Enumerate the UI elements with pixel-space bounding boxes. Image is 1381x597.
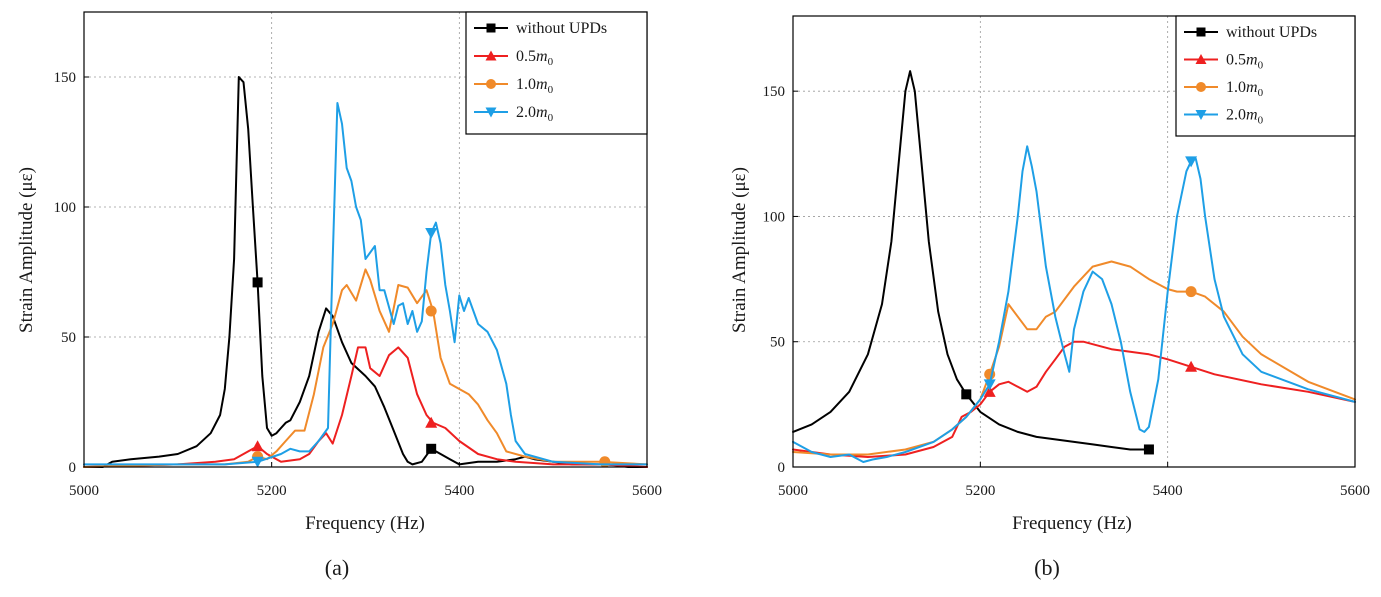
- series-line-a-1: [83, 346, 648, 468]
- legend-label-b-2: 1.0m0: [1226, 79, 1264, 99]
- ticks-a: 5000 5200 5400 5600 0 50 100 150: [54, 70, 663, 499]
- legend-marker-b-1: [1195, 54, 1207, 64]
- x-tick-label-a-0: 5000: [69, 483, 99, 499]
- legend-marker-b-2: [1196, 82, 1206, 92]
- legend-label-a-0: without UPDs: [516, 20, 607, 37]
- legend-a: without UPDs 0.5m0 1.0m0 2.0m0: [465, 11, 648, 135]
- x-tick-label-b-3: 5600: [1340, 483, 1370, 499]
- series-marker-b-1-1: [1185, 360, 1198, 372]
- series-line-a-2: [83, 268, 648, 468]
- series-line-b-0: [792, 70, 1150, 451]
- legend-label-b-3: 2.0m0: [1226, 107, 1264, 127]
- y-tick-label-b-3: 150: [763, 84, 786, 100]
- x-tick-label-a-2: 5400: [444, 483, 474, 499]
- legend-label-b-1: 0.5m0: [1226, 52, 1264, 72]
- series-marker-b-0-1: [1143, 444, 1154, 455]
- y-axis-title-a: Strain Amplitude (με): [16, 167, 37, 333]
- legend-box-b: [1175, 15, 1356, 137]
- series-line-b-2: [792, 260, 1356, 456]
- ticks-b: 5000 5200 5400 5600 0 50 100 150: [763, 84, 1371, 499]
- plot-frame-b: [792, 15, 1356, 468]
- series-marker-a-1-0: [251, 440, 264, 452]
- x-tick-label-b-1: 5200: [965, 483, 995, 499]
- x-tick-label-b-2: 5400: [1153, 483, 1183, 499]
- series-layer-a: [83, 76, 648, 468]
- y-tick-label-b-1: 50: [770, 335, 785, 351]
- series-marker-b-3-1: [1185, 156, 1198, 168]
- legend-label-a-1: 0.5m0: [516, 48, 554, 68]
- y-tick-label-a-3: 150: [54, 70, 77, 86]
- chart-panel-b: 5000 5200 5400 5600 0 50 100 150 Frequency (Hz)…: [729, 15, 1371, 580]
- y-tick-label-a-0: 0: [69, 460, 77, 476]
- series-layer-b: [792, 70, 1356, 463]
- y-tick-label-a-2: 100: [54, 200, 77, 216]
- series-marker-b-3-0: [983, 379, 996, 391]
- legend-marker-a-0: [486, 23, 496, 33]
- series-marker-a-2-1: [425, 305, 437, 317]
- legend-marker-a-1: [485, 50, 497, 61]
- gridlines-a: [84, 12, 647, 467]
- series-marker-b-1-0: [983, 385, 996, 397]
- legend-b: without UPDs 0.5m0 1.0m0 2.0m0: [1175, 15, 1356, 137]
- panel-label-b: (b): [1034, 555, 1060, 580]
- series-marker-a-0-0: [252, 277, 263, 288]
- legend-marker-b-3: [1195, 110, 1207, 120]
- legend-label-a-2: 1.0m0: [516, 76, 554, 96]
- x-axis-title-b: Frequency (Hz): [1012, 513, 1132, 534]
- chart-panel-a: 5000 5200 5400 5600 0 50 100 150 Frequency (Hz)…: [16, 11, 663, 580]
- series-line-a-3: [83, 102, 648, 466]
- panel-label-a: (a): [325, 555, 349, 580]
- series-line-b-1: [792, 340, 1356, 458]
- series-marker-a-0-1: [426, 443, 437, 454]
- plot-frame-a: [83, 11, 648, 468]
- y-tick-label-a-1: 50: [61, 330, 76, 346]
- series-line-b-3: [792, 145, 1356, 463]
- legend-marker-a-2: [486, 79, 496, 89]
- legend-marker-b-0: [1196, 27, 1206, 37]
- x-tick-label-a-3: 5600: [632, 483, 662, 499]
- y-axis-title-b: Strain Amplitude (με): [729, 167, 750, 333]
- series-line-a-0: [83, 76, 648, 468]
- series-marker-a-3-1: [425, 228, 438, 239]
- series-marker-a-1-1: [425, 416, 438, 428]
- legend-label-a-3: 2.0m0: [516, 104, 554, 124]
- series-marker-a-3-0: [251, 456, 264, 468]
- series-marker-b-2-1: [1185, 286, 1197, 298]
- legend-label-b-0: without UPDs: [1226, 24, 1317, 41]
- y-tick-label-b-2: 100: [763, 209, 786, 225]
- x-tick-label-b-0: 5000: [778, 483, 808, 499]
- legend-box-a: [465, 11, 648, 135]
- y-tick-label-b-0: 0: [778, 460, 786, 476]
- x-tick-label-a-1: 5200: [257, 483, 287, 499]
- x-axis-title-a: Frequency (Hz): [305, 513, 425, 534]
- series-marker-b-0-0: [961, 389, 972, 400]
- legend-marker-a-3: [485, 107, 497, 118]
- series-marker-a-2-2: [599, 456, 611, 468]
